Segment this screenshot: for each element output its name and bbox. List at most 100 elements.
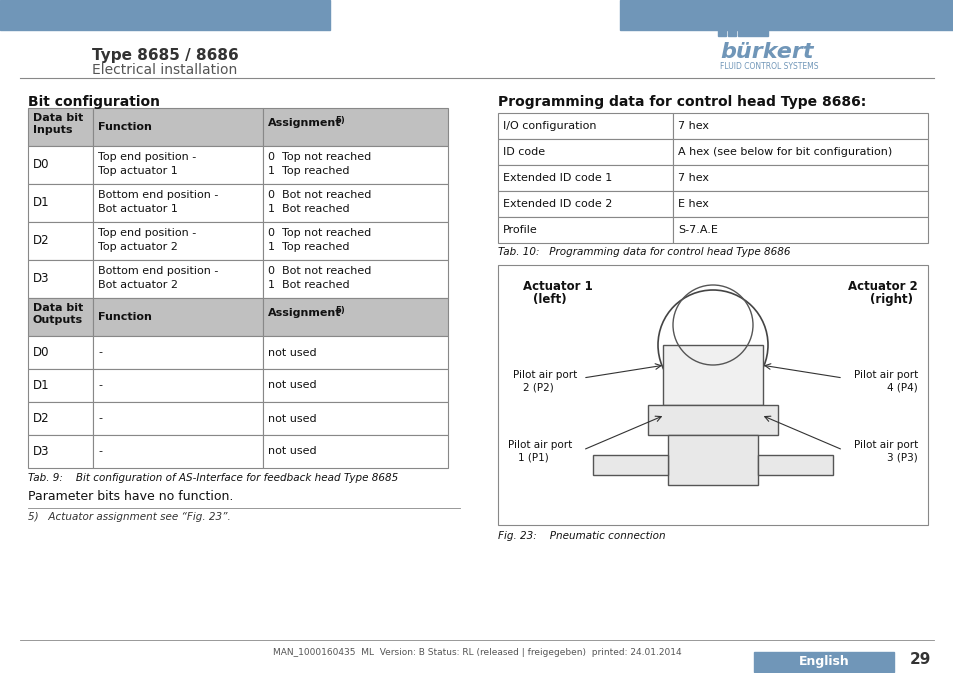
Bar <box>263 222 448 260</box>
Text: D1: D1 <box>33 379 50 392</box>
Bar <box>28 298 92 336</box>
Text: Function: Function <box>98 312 152 322</box>
Text: Top end position -: Top end position - <box>98 228 196 238</box>
Bar <box>672 113 927 139</box>
Text: D1: D1 <box>33 197 50 209</box>
Text: 0  Bot not reached: 0 Bot not reached <box>268 266 371 276</box>
Text: Tab. 10:   Programming data for control head Type 8686: Tab. 10: Programming data for control he… <box>497 247 790 257</box>
Text: 3 (P3): 3 (P3) <box>886 452 917 462</box>
Text: bürkert: bürkert <box>720 42 813 62</box>
Bar <box>263 146 448 184</box>
Text: D3: D3 <box>33 445 50 458</box>
Text: MAN_1000160435  ML  Version: B Status: RL (released | freigegeben)  printed: 24.: MAN_1000160435 ML Version: B Status: RL … <box>273 648 680 657</box>
Text: 7 hex: 7 hex <box>678 173 708 183</box>
Text: Data bit
Outputs: Data bit Outputs <box>33 303 83 324</box>
Bar <box>263 184 448 222</box>
Text: 29: 29 <box>908 653 930 668</box>
Bar <box>92 336 263 369</box>
Bar <box>28 260 92 298</box>
Text: Tab. 9:    Bit configuration of AS-Interface for feedback head Type 8685: Tab. 9: Bit configuration of AS-Interfac… <box>28 473 397 483</box>
Text: (right): (right) <box>869 293 912 306</box>
Bar <box>263 108 448 146</box>
Text: Bottom end position -: Bottom end position - <box>98 266 218 276</box>
Text: S-7.A.E: S-7.A.E <box>678 225 717 235</box>
Text: Assignment: Assignment <box>268 118 341 128</box>
Text: not used: not used <box>268 347 316 357</box>
Bar <box>28 402 92 435</box>
Text: Electrical installation: Electrical installation <box>92 63 237 77</box>
Text: Bot actuator 1: Bot actuator 1 <box>98 204 177 214</box>
Bar <box>263 402 448 435</box>
Bar <box>92 402 263 435</box>
Bar <box>263 435 448 468</box>
Bar <box>662 345 762 405</box>
Text: Parameter bits have no function.: Parameter bits have no function. <box>28 490 233 503</box>
Text: not used: not used <box>268 380 316 390</box>
Text: Bot actuator 2: Bot actuator 2 <box>98 280 178 290</box>
Bar <box>28 108 92 146</box>
Text: not used: not used <box>268 413 316 423</box>
Bar <box>672 165 927 191</box>
Bar <box>497 139 672 165</box>
Text: 1  Bot reached: 1 Bot reached <box>268 204 349 214</box>
Text: 5)   Actuator assignment see “Fig. 23”.: 5) Actuator assignment see “Fig. 23”. <box>28 512 231 522</box>
Text: Bit configuration: Bit configuration <box>28 95 160 109</box>
Text: (left): (left) <box>533 293 566 306</box>
Text: Profile: Profile <box>502 225 537 235</box>
Text: FLUID CONTROL SYSTEMS: FLUID CONTROL SYSTEMS <box>720 62 818 71</box>
Bar <box>92 108 263 146</box>
Bar <box>92 435 263 468</box>
Bar <box>28 435 92 468</box>
Bar <box>738 28 767 36</box>
Bar <box>92 184 263 222</box>
Bar <box>497 191 672 217</box>
Text: Programming data for control head Type 8686:: Programming data for control head Type 8… <box>497 95 865 109</box>
Text: 2 (P2): 2 (P2) <box>522 382 553 392</box>
Text: I/O configuration: I/O configuration <box>502 121 596 131</box>
Text: D2: D2 <box>33 412 50 425</box>
Text: D3: D3 <box>33 273 50 285</box>
Text: 0  Top not reached: 0 Top not reached <box>268 228 371 238</box>
Text: -: - <box>98 347 102 357</box>
Bar <box>758 455 832 475</box>
Bar <box>92 146 263 184</box>
Bar <box>28 184 92 222</box>
Text: Fig. 23:    Pneumatic connection: Fig. 23: Pneumatic connection <box>497 531 665 541</box>
Text: Bottom end position -: Bottom end position - <box>98 190 218 200</box>
Bar <box>263 260 448 298</box>
Bar <box>28 369 92 402</box>
Text: -: - <box>98 413 102 423</box>
Bar <box>263 298 448 336</box>
Bar <box>92 298 263 336</box>
Bar <box>28 146 92 184</box>
Text: Actuator 2: Actuator 2 <box>847 280 917 293</box>
Bar <box>593 455 667 475</box>
Text: Actuator 1: Actuator 1 <box>522 280 592 293</box>
Bar <box>92 369 263 402</box>
Text: Assignment: Assignment <box>268 308 341 318</box>
Text: Pilot air port: Pilot air port <box>507 440 572 450</box>
Bar <box>672 217 927 243</box>
Text: Top end position -: Top end position - <box>98 152 196 162</box>
Bar <box>263 369 448 402</box>
Bar <box>753 652 893 672</box>
Text: ID code: ID code <box>502 147 544 157</box>
Text: English: English <box>798 656 848 668</box>
Bar <box>28 336 92 369</box>
Text: 1  Bot reached: 1 Bot reached <box>268 280 349 290</box>
Bar <box>718 28 725 36</box>
Text: 1  Top reached: 1 Top reached <box>268 166 349 176</box>
Text: 0  Top not reached: 0 Top not reached <box>268 152 371 162</box>
Text: 5): 5) <box>335 306 344 315</box>
Text: 7 hex: 7 hex <box>678 121 708 131</box>
Bar <box>619 0 953 30</box>
Text: 1 (P1): 1 (P1) <box>517 452 548 462</box>
Bar <box>497 217 672 243</box>
Bar <box>497 265 927 525</box>
Text: Type 8685 / 8686: Type 8685 / 8686 <box>91 48 238 63</box>
Bar <box>667 435 758 485</box>
Text: 5): 5) <box>335 116 344 125</box>
Text: Pilot air port: Pilot air port <box>853 370 917 380</box>
Text: Extended ID code 2: Extended ID code 2 <box>502 199 612 209</box>
Bar <box>0 0 330 30</box>
